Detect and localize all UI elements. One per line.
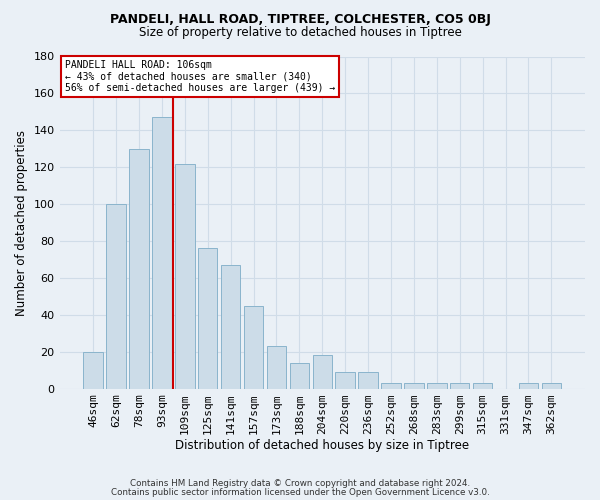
Bar <box>106 204 126 388</box>
Bar <box>83 352 103 389</box>
Bar <box>198 248 217 388</box>
Bar <box>519 383 538 388</box>
Bar <box>221 265 241 388</box>
Text: PANDELI, HALL ROAD, TIPTREE, COLCHESTER, CO5 0BJ: PANDELI, HALL ROAD, TIPTREE, COLCHESTER,… <box>110 12 490 26</box>
Bar <box>450 383 469 388</box>
Bar <box>175 164 194 388</box>
Bar <box>290 363 309 388</box>
Bar <box>404 383 424 388</box>
Bar <box>335 372 355 388</box>
Text: Contains HM Land Registry data © Crown copyright and database right 2024.: Contains HM Land Registry data © Crown c… <box>130 478 470 488</box>
Bar <box>313 356 332 388</box>
Bar <box>129 148 149 388</box>
Bar <box>358 372 378 388</box>
Bar <box>267 346 286 389</box>
X-axis label: Distribution of detached houses by size in Tiptree: Distribution of detached houses by size … <box>175 440 469 452</box>
Text: PANDELI HALL ROAD: 106sqm
← 43% of detached houses are smaller (340)
56% of semi: PANDELI HALL ROAD: 106sqm ← 43% of detac… <box>65 60 335 93</box>
Bar <box>473 383 493 388</box>
Bar <box>542 383 561 388</box>
Bar <box>381 383 401 388</box>
Y-axis label: Number of detached properties: Number of detached properties <box>15 130 28 316</box>
Bar <box>152 118 172 388</box>
Bar <box>244 306 263 388</box>
Bar <box>427 383 446 388</box>
Text: Contains public sector information licensed under the Open Government Licence v3: Contains public sector information licen… <box>110 488 490 497</box>
Text: Size of property relative to detached houses in Tiptree: Size of property relative to detached ho… <box>139 26 461 39</box>
